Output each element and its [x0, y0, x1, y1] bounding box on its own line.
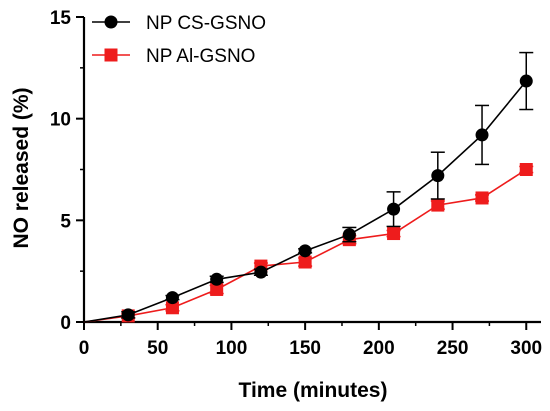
data-point: [519, 74, 533, 88]
x-tick-label: 250: [437, 338, 469, 359]
x-axis-title: Time (minutes): [239, 379, 388, 402]
data-point: [210, 282, 224, 296]
data-point: [431, 198, 445, 212]
legend-item-0: NP CS-GSNO: [92, 13, 266, 34]
y-tick-label: 10: [50, 110, 71, 131]
data-point: [298, 255, 312, 269]
data-point: [387, 227, 401, 241]
x-tick-label: 0: [79, 338, 90, 359]
data-point: [254, 265, 268, 279]
series-1: [83, 163, 534, 323]
data-point: [298, 244, 312, 258]
series-0: [83, 51, 534, 323]
x-tick-label: 150: [289, 338, 321, 359]
data-point: [431, 169, 445, 183]
data-point: [387, 202, 401, 216]
x-tick-label: 300: [510, 338, 542, 359]
data-point: [475, 191, 489, 205]
y-tick-label: 15: [50, 8, 72, 29]
data-point: [165, 301, 179, 315]
data-point: [519, 163, 533, 176]
data-point: [210, 272, 224, 286]
x-tick-label: 100: [216, 338, 248, 359]
legend-label: NP Al-GSNO: [146, 46, 255, 67]
x-tick-label: 200: [363, 338, 395, 359]
data-point: [342, 228, 356, 242]
data-point: [475, 128, 489, 142]
data-point: [121, 308, 135, 322]
y-axis-title: NO released (%): [10, 87, 33, 248]
chart-series: [83, 51, 534, 323]
data-point: [165, 291, 179, 305]
chart-axes: 0 50 100 150 200 250 300 0 5 10 15: [50, 8, 542, 359]
legend-marker: [104, 48, 118, 62]
legend-marker: [104, 15, 118, 29]
chart-legend: NP CS-GSNO NP Al-GSNO: [92, 13, 266, 67]
legend-label: NP CS-GSNO: [146, 13, 266, 34]
y-tick-label: 0: [60, 313, 71, 334]
legend-item-1: NP Al-GSNO: [92, 46, 255, 67]
y-tick-label: 5: [60, 211, 71, 232]
x-tick-label: 50: [147, 338, 168, 359]
